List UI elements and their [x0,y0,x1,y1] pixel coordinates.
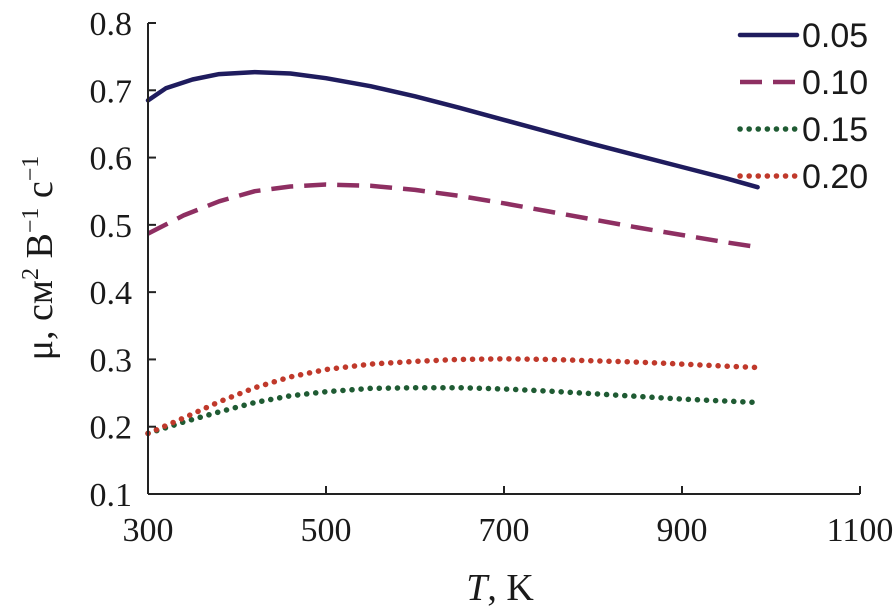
x-tick-label: 1100 [827,512,894,549]
y-tick-label: 0.5 [90,208,133,245]
ticks: 300 500 700 900 1100 0.1 0.2 0.3 0.4 0.5 0.6 0.7 0.8 [90,6,894,549]
series-line-0-20 [145,356,761,437]
y-tick-label: 0.7 [90,73,133,110]
series-line-0-15 [145,384,761,437]
legend-label: 0.20 [802,158,868,196]
axes [147,23,860,495]
x-tick-label: 500 [301,512,352,549]
y-tick-label: 0.8 [90,6,133,43]
legend-label: 0.15 [802,111,868,149]
y-tick-label: 0.2 [90,410,133,447]
y-tick-label: 0.1 [90,477,133,514]
series-line-0-05 [145,69,760,190]
plot-lines [145,69,761,437]
x-tick-label: 900 [657,512,708,549]
legend: 0.05 0.10 0.15 0.20 [737,17,868,196]
x-tick-label: 300 [123,512,174,549]
x-tick-label: 700 [479,512,530,549]
x-axis-title: T, K [466,567,534,609]
y-tick-label: 0.4 [90,275,133,312]
legend-label: 0.05 [802,17,868,55]
y-tick-label: 0.3 [90,342,133,379]
y-tick-label: 0.6 [90,141,133,178]
series-line-0-10 [146,182,758,250]
y-axis-title: μ, см2 В−1 с−1 [18,156,61,361]
legend-label: 0.10 [802,64,868,102]
